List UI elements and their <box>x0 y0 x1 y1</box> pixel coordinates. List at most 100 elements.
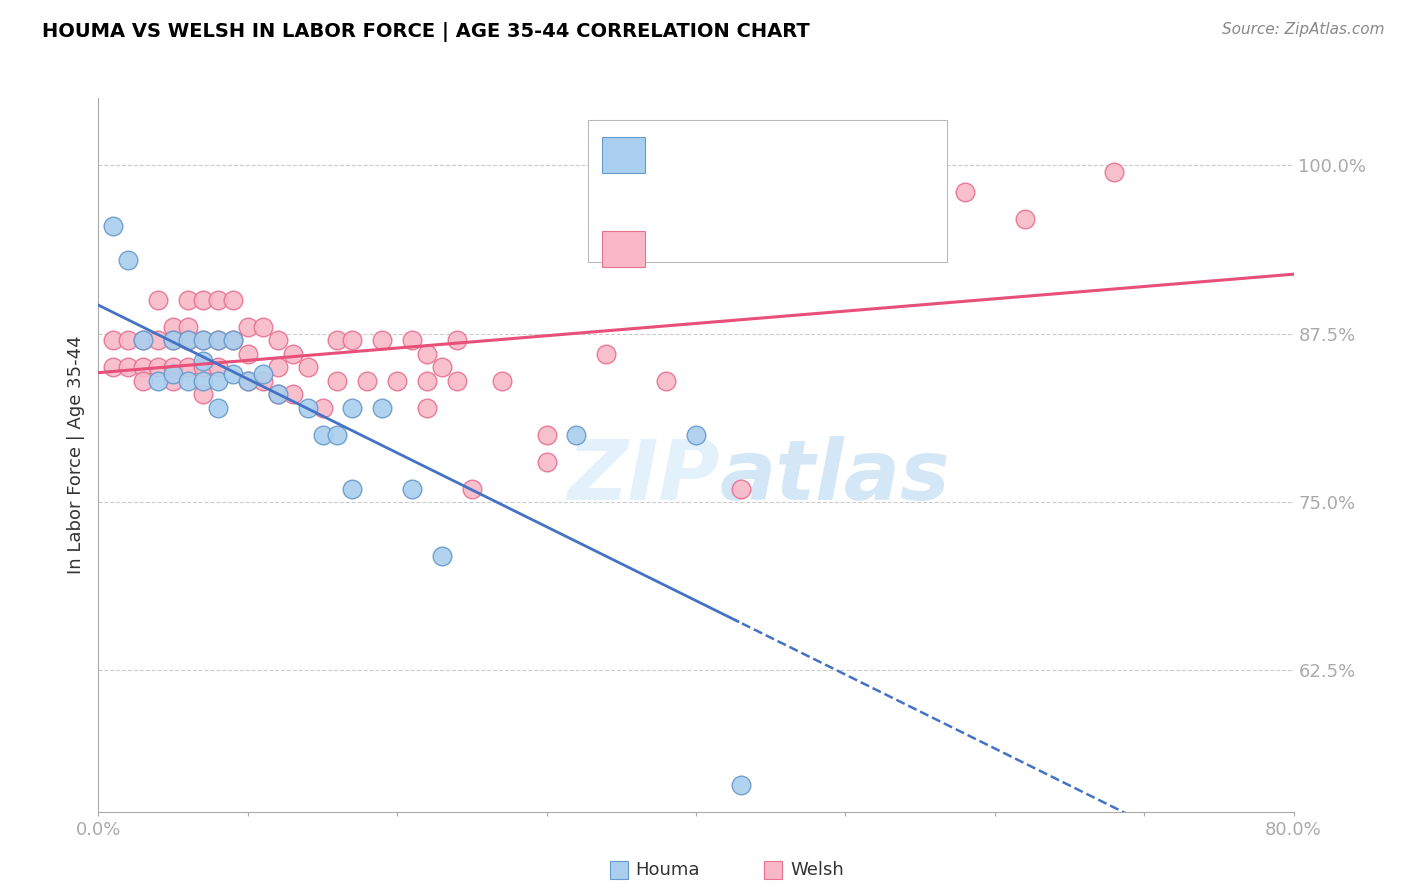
Point <box>326 374 349 388</box>
Point <box>162 320 184 334</box>
Point <box>281 347 304 361</box>
Point <box>385 374 409 388</box>
Text: 30: 30 <box>807 146 832 164</box>
Point <box>311 427 333 442</box>
Text: Houma: Houma <box>636 861 700 879</box>
Point <box>356 374 378 388</box>
Point <box>207 374 229 388</box>
Point <box>267 387 290 401</box>
Point <box>162 334 184 348</box>
Point <box>326 427 349 442</box>
Point <box>685 427 707 442</box>
Point <box>222 367 245 381</box>
Text: R =: R = <box>655 240 695 258</box>
Y-axis label: In Labor Force | Age 35-44: In Labor Force | Age 35-44 <box>66 335 84 574</box>
Point <box>461 482 484 496</box>
Text: HOUMA VS WELSH IN LABOR FORCE | AGE 35-44 CORRELATION CHART: HOUMA VS WELSH IN LABOR FORCE | AGE 35-4… <box>42 22 810 42</box>
Point <box>132 374 155 388</box>
Point <box>191 334 214 348</box>
Point <box>416 374 439 388</box>
Point <box>177 334 200 348</box>
Point <box>222 334 245 348</box>
Text: R =: R = <box>655 146 695 164</box>
Point <box>103 334 125 348</box>
Point <box>162 334 184 348</box>
Point <box>207 360 229 375</box>
Point <box>536 455 558 469</box>
Point <box>430 549 453 563</box>
Point <box>207 293 229 307</box>
Point <box>177 374 200 388</box>
Point <box>236 347 259 361</box>
Point <box>132 360 155 375</box>
Point <box>281 387 304 401</box>
Text: -0.076: -0.076 <box>700 146 765 164</box>
Text: N =: N = <box>761 240 813 258</box>
Point <box>148 360 170 375</box>
Point <box>162 374 184 388</box>
Point <box>1014 212 1036 227</box>
Point <box>148 334 170 348</box>
Point <box>446 334 468 348</box>
Point <box>132 334 155 348</box>
Text: Welsh: Welsh <box>790 861 844 879</box>
Point <box>953 186 976 200</box>
Point <box>177 334 200 348</box>
Point <box>267 360 290 375</box>
Point <box>177 293 200 307</box>
Point <box>536 427 558 442</box>
Point <box>416 401 439 415</box>
Point <box>401 334 423 348</box>
Point <box>148 374 170 388</box>
Point <box>311 401 333 415</box>
Point <box>908 199 931 213</box>
Point <box>117 252 139 267</box>
Point <box>371 334 394 348</box>
Point <box>297 360 319 375</box>
Point <box>416 347 439 361</box>
Point <box>191 334 214 348</box>
Point <box>207 334 229 348</box>
Point <box>132 334 155 348</box>
Point <box>297 401 319 415</box>
Point <box>191 387 214 401</box>
Point <box>191 293 214 307</box>
Point <box>446 374 468 388</box>
Point <box>342 401 364 415</box>
Point <box>222 293 245 307</box>
Point <box>1104 165 1126 179</box>
Point <box>730 778 752 792</box>
Point <box>267 334 290 348</box>
Point <box>177 360 200 375</box>
Point <box>491 374 513 388</box>
Point <box>236 320 259 334</box>
Point <box>371 401 394 415</box>
Point <box>401 482 423 496</box>
Point <box>117 334 139 348</box>
Text: 63: 63 <box>807 240 832 258</box>
Point <box>326 334 349 348</box>
Point <box>148 293 170 307</box>
Point <box>162 360 184 375</box>
Point <box>191 360 214 375</box>
Text: ZIP: ZIP <box>567 436 720 516</box>
Point <box>162 367 184 381</box>
Text: Source: ZipAtlas.com: Source: ZipAtlas.com <box>1222 22 1385 37</box>
Point <box>222 334 245 348</box>
Text: N =: N = <box>761 146 813 164</box>
Point <box>267 387 290 401</box>
Point <box>430 360 453 375</box>
Text: atlas: atlas <box>720 436 950 516</box>
Point <box>252 320 274 334</box>
Point <box>730 482 752 496</box>
Point <box>236 374 259 388</box>
Point <box>103 360 125 375</box>
Point <box>342 482 364 496</box>
Point <box>236 374 259 388</box>
Point <box>207 401 229 415</box>
Point <box>117 360 139 375</box>
Point <box>342 334 364 348</box>
Point <box>595 347 617 361</box>
Point <box>103 219 125 233</box>
Point <box>207 334 229 348</box>
